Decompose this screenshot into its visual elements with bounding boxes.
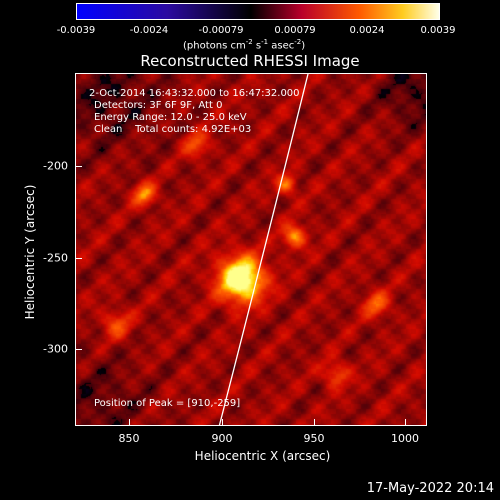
colorbar xyxy=(76,3,440,20)
x-tick-label: 850 xyxy=(118,432,140,445)
footer-date: 17-May-2022 20:14 xyxy=(366,481,494,496)
time-range-text: 2-Oct-2014 16:43:32.000 to 16:47:32.000 xyxy=(89,88,300,99)
plot-title: Reconstructed RHESSI Image xyxy=(140,52,360,70)
colorbar-tick-label: 0.0039 xyxy=(420,25,456,36)
energy-range-text: Energy Range: 12.0 - 25.0 keV xyxy=(94,112,247,123)
rhessi-image xyxy=(76,74,426,425)
y-tick-label: -250 xyxy=(43,251,68,265)
clean-counts-text: Clean Total counts: 4.92E+03 xyxy=(94,124,252,135)
y-tick-label: -300 xyxy=(43,342,68,356)
x-axis-label: Heliocentric X (arcsec) xyxy=(194,449,331,463)
solar-limb-line xyxy=(218,74,309,425)
y-axis-label: Heliocentric Y (arcsec) xyxy=(23,184,37,320)
image-frame: 2-Oct-2014 16:43:32.000 to 16:47:32.000 … xyxy=(75,73,427,426)
x-tick-label: 900 xyxy=(211,432,233,445)
colorbar-tick-label: -0.0039 xyxy=(56,25,96,36)
colorbar-tick-label: -0.00079 xyxy=(198,25,244,36)
detectors-text: Detectors: 3F 6F 9F, Att 0 xyxy=(94,100,223,111)
x-tick-label: 950 xyxy=(303,432,325,445)
x-tick-label: 1000 xyxy=(391,432,419,445)
colorbar-tick-label: 0.00079 xyxy=(274,25,316,36)
peak-position-text: Position of Peak = [910,-259] xyxy=(94,398,241,409)
y-tick-label: -200 xyxy=(43,159,68,173)
colorbar-tick-label: 0.0024 xyxy=(349,25,385,36)
colorbar-tick-label: -0.0024 xyxy=(129,25,169,36)
colorbar-units: (photons cm-2 s-1 asec-2) xyxy=(183,38,306,52)
